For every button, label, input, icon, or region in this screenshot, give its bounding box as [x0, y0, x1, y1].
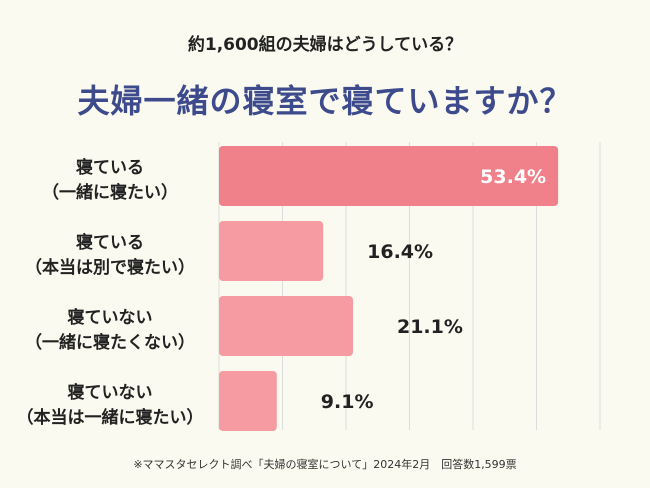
category-label: （本当は一緒に寝たい）	[17, 407, 204, 428]
value-labels: 53.4% 16.4% 21.1% 9.1%	[321, 166, 546, 413]
category-label: 寝ている	[76, 157, 144, 178]
value-label: 16.4%	[367, 241, 433, 263]
category-label: 寝ていない	[68, 307, 153, 328]
category-label: 寝ている	[76, 232, 144, 253]
bar	[219, 371, 277, 431]
bars	[219, 146, 559, 431]
value-label: 21.1%	[397, 316, 463, 338]
bar	[219, 221, 324, 281]
bar	[219, 296, 353, 356]
chart-subtitle: 約1,600組の夫婦はどうしている？	[187, 35, 463, 55]
category-label: （本当は別で寝たい）	[25, 257, 195, 278]
category-labels: 寝ている （一緒に寝たい） 寝ている （本当は別で寝たい） 寝ていない （一緒に寝たくない…	[17, 157, 204, 428]
category-label: 寝ていない	[68, 382, 153, 403]
category-label: （一緒に寝たい）	[42, 182, 178, 203]
source-footnote: ※ママスタセレクト調べ「夫婦の寝室について」2024年2月 回答数1,599票	[133, 458, 517, 471]
category-label: （一緒に寝たくない）	[25, 332, 195, 353]
chart-title: 夫婦一緒の寝室で寝ていますか？	[77, 82, 573, 120]
value-label: 9.1%	[321, 391, 374, 413]
value-label: 53.4%	[480, 166, 546, 188]
bar	[219, 146, 559, 206]
